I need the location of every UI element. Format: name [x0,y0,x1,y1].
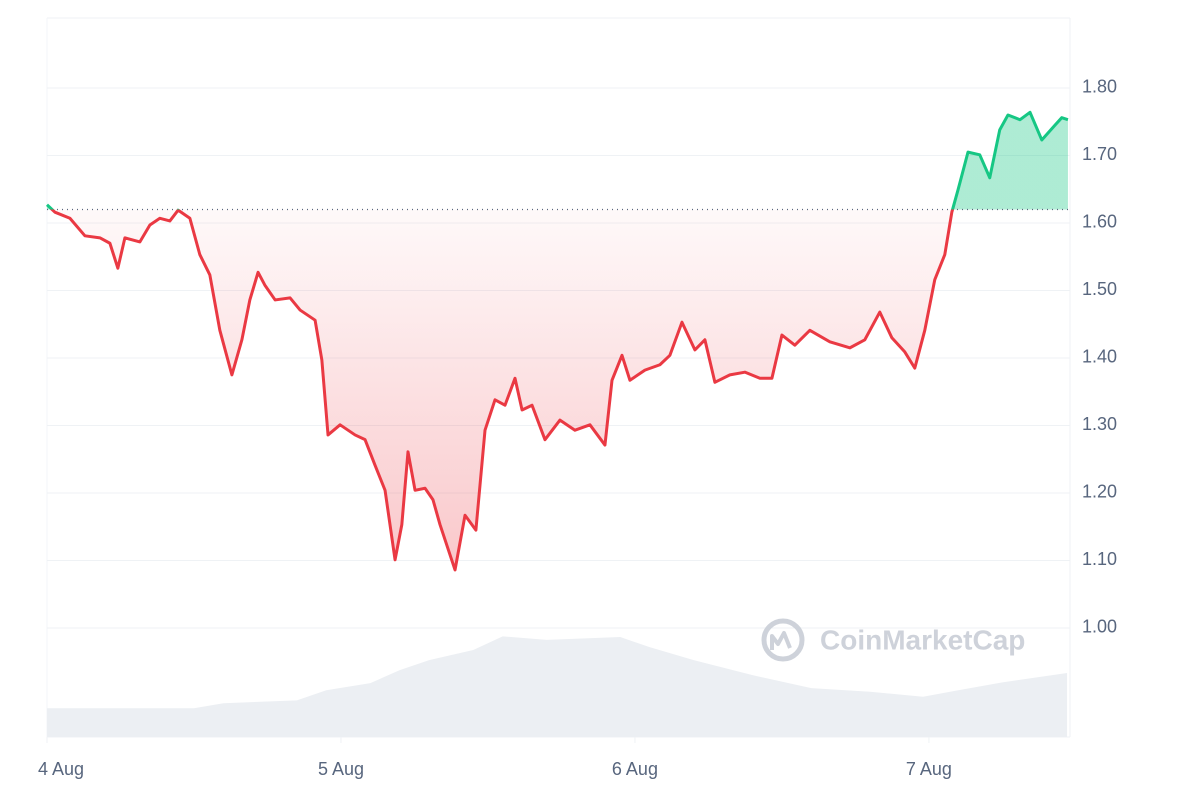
volume-area [47,636,1068,737]
y-tick-label: 1.40 [1082,347,1117,367]
x-tick-label: 6 Aug [612,759,658,779]
watermark-logo [761,618,805,662]
y-tick-label: 1.00 [1082,617,1117,637]
y-tick-label: 1.60 [1082,212,1117,232]
watermark-text: CoinMarketCap [820,624,1025,655]
watermark-logo-mark [770,631,792,650]
y-tick-label: 1.50 [1082,279,1117,299]
price-line [45,110,1069,572]
x-tick-label: 7 Aug [906,759,952,779]
y-tick-label: 1.20 [1082,482,1117,502]
x-tick-label: 4 Aug [38,759,84,779]
price-area [47,112,1068,570]
x-tick-label: 5 Aug [318,759,364,779]
y-tick-label: 1.70 [1082,144,1117,164]
y-tick-label: 1.80 [1082,77,1117,97]
watermark: CoinMarketCap [761,618,1025,662]
y-tick-label: 1.10 [1082,549,1117,569]
y-tick-label: 1.30 [1082,414,1117,434]
